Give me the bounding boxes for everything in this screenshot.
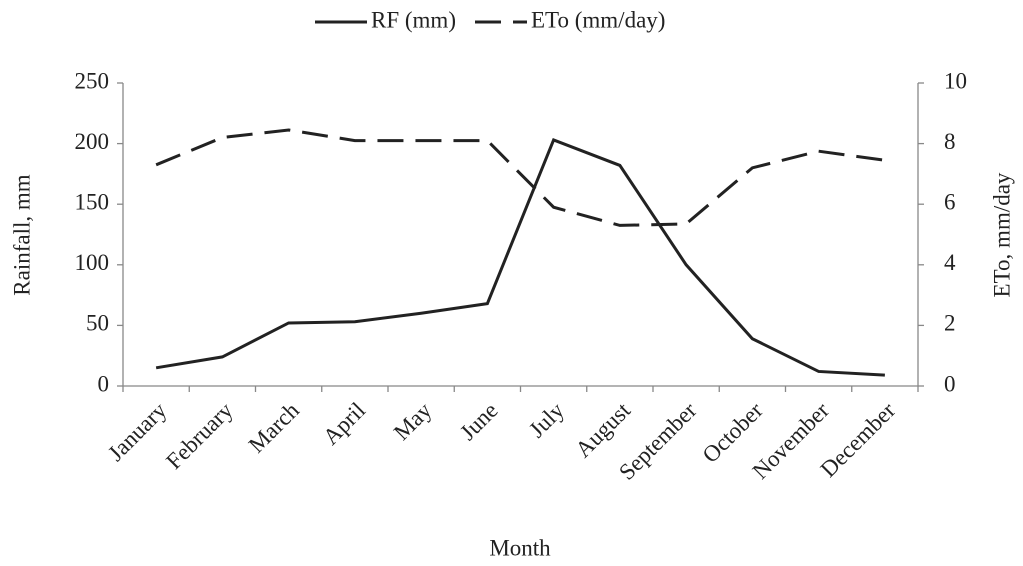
- y-tick-label: 150: [75, 189, 110, 214]
- line: [155, 128, 886, 227]
- x-tick-label: February: [161, 397, 238, 474]
- x-tick-label: March: [244, 397, 304, 457]
- legend-label: ETo (mm/day): [531, 7, 665, 32]
- y2-tick-label: 8: [944, 129, 956, 154]
- y-tick-label: 100: [75, 250, 110, 275]
- x-axis-title: Month: [489, 535, 551, 560]
- legend-label: RF (mm): [371, 7, 456, 32]
- y-tick-label: 50: [86, 311, 109, 336]
- y2-axis-title: ETo, mm/day: [989, 172, 1014, 297]
- x-tick-label: April: [318, 398, 370, 450]
- y2-tick-label: 4: [944, 250, 956, 275]
- x-tick-label: July: [524, 397, 569, 442]
- x-tick-label: June: [455, 398, 502, 445]
- y2-tick-label: 10: [944, 68, 967, 93]
- y-tick-label: 200: [75, 129, 110, 154]
- y-tick-label: 250: [75, 68, 110, 93]
- y2-tick-label: 0: [944, 371, 956, 396]
- y-axis-title: Rainfall, mm: [9, 174, 34, 295]
- x-tick-label: May: [389, 397, 437, 445]
- y2-tick-label: 6: [944, 189, 956, 214]
- line: [155, 138, 885, 377]
- y2-tick-label: 2: [944, 311, 956, 336]
- x-tick-label: August: [570, 397, 635, 462]
- y-tick-label: 0: [98, 371, 110, 396]
